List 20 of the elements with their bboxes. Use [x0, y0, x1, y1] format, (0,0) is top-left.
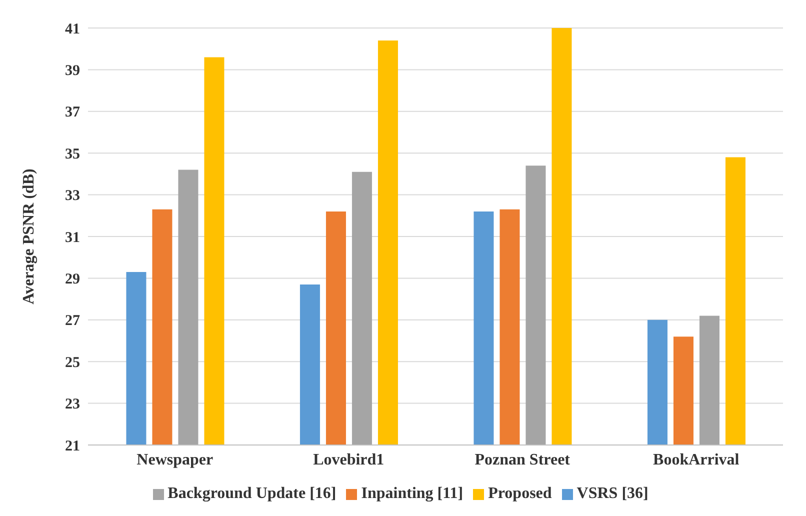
- x-tick-label: BookArrival: [653, 451, 740, 468]
- y-tick-label: 29: [65, 272, 80, 288]
- y-tick-label: 23: [65, 396, 80, 413]
- x-tick-label: Poznan Street: [474, 451, 571, 468]
- y-tick-label: 37: [65, 104, 80, 121]
- x-tick-label: Lovebird1: [313, 451, 384, 468]
- legend-label: VSRS [36]: [576, 485, 648, 502]
- y-tick-label: 41: [65, 21, 80, 38]
- y-tick-label: 39: [65, 63, 80, 80]
- y-tick-label: 21: [65, 438, 80, 454]
- y-axis-title: Average PSNR (dB): [20, 168, 38, 304]
- legend-label: Background Update [16]: [168, 485, 336, 502]
- legend-label: Inpainting [11]: [361, 485, 464, 502]
- y-tick-label: 35: [65, 146, 80, 162]
- x-tick-label: Newspaper: [136, 451, 214, 468]
- y-tick-label: 33: [65, 188, 80, 204]
- y-tick-label: 27: [65, 313, 80, 330]
- legend-label: Proposed: [488, 485, 552, 502]
- y-tick-label: 31: [65, 230, 80, 246]
- y-tick-label: 25: [65, 354, 80, 371]
